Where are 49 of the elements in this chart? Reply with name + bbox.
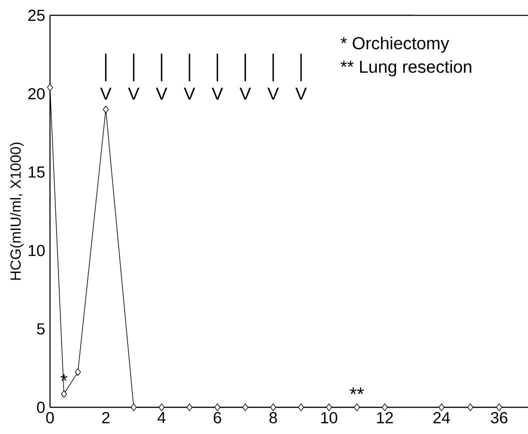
point (130, 404, 137, 412)
annotation: V (128, 88, 140, 100)
x-tick-label: 2 (102, 412, 110, 424)
point (158, 404, 165, 412)
annotation: ** Lung resection (340, 60, 472, 76)
y-tick-label: 25 (28, 10, 45, 21)
y-axis-title: HCG(mIU/ml, X1000) (10, 142, 24, 280)
x-tick-label: 24 (433, 412, 450, 424)
annotation: | (244, 54, 246, 82)
x-tick-label: 6 (214, 412, 222, 424)
annotation: | (188, 54, 190, 82)
point (74, 368, 81, 376)
annotation: | (160, 54, 162, 82)
annotation: ** (350, 388, 364, 394)
point (186, 404, 192, 412)
annotation: V (267, 88, 279, 100)
point (270, 404, 276, 412)
point (214, 404, 220, 412)
point (242, 404, 248, 412)
annotation: V (184, 88, 196, 100)
annotation: V (240, 88, 251, 100)
point (102, 106, 109, 114)
x-tick-label: 0 (46, 412, 54, 424)
y-tick-label: 20 (28, 88, 45, 100)
annotation: | (132, 54, 134, 82)
annotation: V (100, 88, 112, 100)
annotation: | (216, 54, 218, 82)
annotation: V (212, 88, 224, 100)
x-tick-label: 4 (158, 412, 166, 424)
annotation: | (272, 54, 274, 82)
point (326, 404, 332, 412)
annotation: | (300, 54, 302, 82)
y-tick-label: 5 (37, 323, 45, 334)
point (61, 390, 67, 398)
x-tick-label: 12 (377, 412, 393, 424)
x-tick-label: 8 (269, 412, 277, 424)
y-tick-label: 0 (37, 402, 45, 413)
point (354, 404, 360, 412)
y-tick-label: 10 (28, 244, 45, 256)
point (47, 84, 53, 92)
point (382, 404, 388, 412)
annotation: | (105, 54, 106, 82)
annotation: V (295, 88, 307, 100)
x-tick-label: 36 (490, 412, 508, 424)
annotation: * Orchiectomy (340, 36, 450, 53)
annotation: V (156, 88, 168, 100)
y-tick-label: 15 (28, 166, 45, 178)
point (298, 404, 304, 412)
x-tick-label: 10 (321, 412, 338, 424)
